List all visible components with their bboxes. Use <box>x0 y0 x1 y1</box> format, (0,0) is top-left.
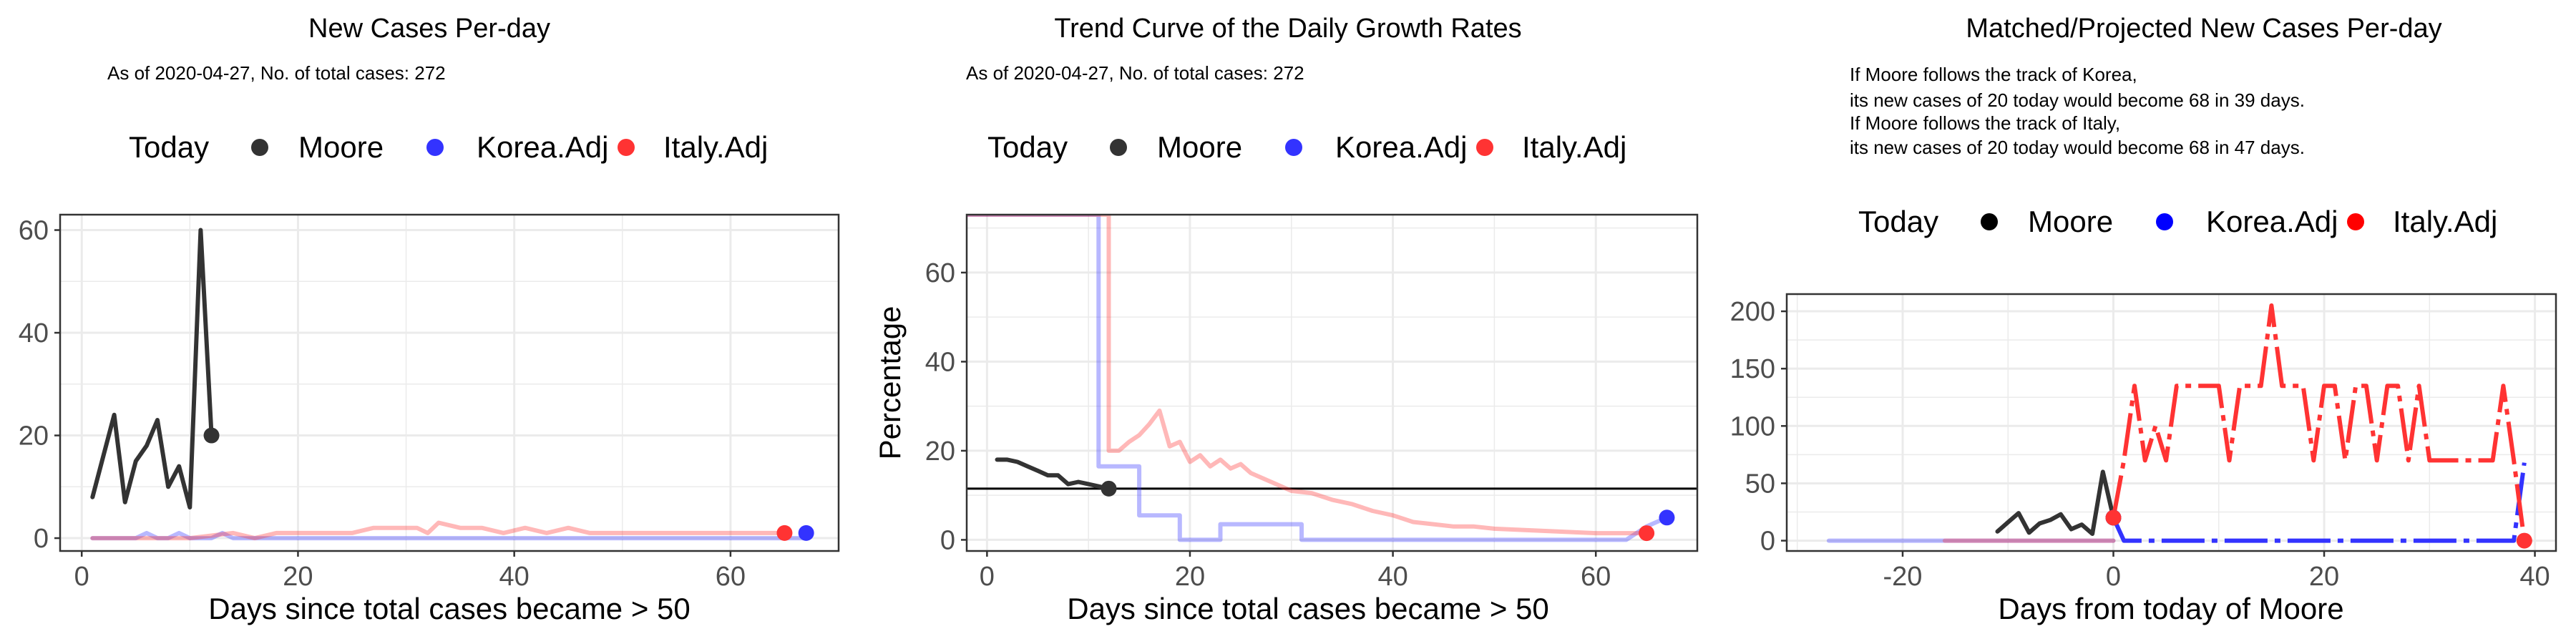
y-tick-label: 20 <box>925 436 955 467</box>
legend-label-moore: Moore <box>298 130 384 164</box>
y-axis-label: Percentage <box>873 306 907 460</box>
y-tick-label: 0 <box>1760 527 1775 557</box>
y-tick-label: 100 <box>1730 411 1775 441</box>
x-tick-label: 0 <box>2106 562 2121 592</box>
plot-background <box>60 215 839 551</box>
x-axis-label: Days since total cases became > 50 <box>208 592 691 625</box>
y-tick-label: 0 <box>34 524 49 554</box>
today-point-korea-adj <box>1659 509 1675 526</box>
chart-panel-growth-rates: Trend Curve of the Daily Growth Rates As… <box>859 0 1717 644</box>
plot-series-layer <box>967 215 1697 542</box>
series-line-italy-adj <box>2111 303 2527 541</box>
x-tick-label: 0 <box>980 562 995 592</box>
plot-area: -20 0 20 40 0 50 100 150 200 <box>1730 293 2557 592</box>
x-axis-label: Days from today of Moore <box>1998 592 2343 625</box>
chart-title: Trend Curve of the Daily Growth Rates <box>1054 14 1521 44</box>
chart-title: New Cases Per-day <box>308 14 550 44</box>
today-point-korea-adj <box>798 525 814 541</box>
plot-series-layer <box>1826 303 2527 543</box>
legend: Today Moore Korea.Adj Italy.Adj <box>987 130 1626 164</box>
series-line-moore <box>1995 469 2116 536</box>
legend-label-moore: Moore <box>1157 130 1242 164</box>
chart-svg-projected: Matched/Projected New Cases Per-day If M… <box>1730 14 2557 625</box>
chart-subtitle: As of 2020-04-27, No. of total cases: 27… <box>107 62 446 84</box>
plot-frame <box>59 213 840 552</box>
legend-marker-italy <box>618 139 635 156</box>
legend-marker-italy <box>1476 139 1493 156</box>
annotation-line: its new cases of 20 today would become 6… <box>1850 89 2305 111</box>
chart-panel-new-cases: New Cases Per-day As of 2020-04-27, No. … <box>0 0 859 644</box>
series-line-moore <box>995 457 1111 491</box>
x-tick-label: 20 <box>283 562 313 592</box>
legend-title: Today <box>129 130 209 164</box>
legend-marker-moore <box>1110 139 1127 156</box>
annotation-line: If Moore follows the track of Italy, <box>1850 112 2120 134</box>
x-tick-label: 60 <box>716 562 746 592</box>
legend: Today Moore Korea.Adj Italy.Adj <box>129 130 768 164</box>
y-tick-label: 0 <box>940 525 955 555</box>
today-point-italy-adj <box>2516 532 2532 549</box>
annotation-line: its new cases of 20 today would become 6… <box>1850 137 2305 158</box>
x-tick-label: 60 <box>1581 562 1611 592</box>
legend-marker-korea <box>426 139 444 156</box>
y-tick-label: 40 <box>19 318 49 348</box>
series-line-italy-adj <box>967 215 1649 536</box>
chart-title: Matched/Projected New Cases Per-day <box>1966 14 2441 44</box>
chart-svg-growth-rates: Trend Curve of the Daily Growth Rates As… <box>873 14 1699 625</box>
legend-label-korea: Korea.Adj <box>1335 130 1467 164</box>
today-point-italy-adj <box>1639 525 1655 542</box>
y-tick-label: 50 <box>1745 469 1775 499</box>
legend-label-italy: Italy.Adj <box>663 130 768 164</box>
today-point-italy-adj <box>2105 509 2122 526</box>
y-tick-label: 20 <box>19 421 49 452</box>
x-tick-label: -20 <box>1883 562 1923 592</box>
chart-subtitle: As of 2020-04-27, No. of total cases: 27… <box>966 62 1304 84</box>
x-tick-label: 20 <box>1175 562 1205 592</box>
series-line-korea-adj <box>2111 462 2527 543</box>
today-point-italy-adj <box>776 525 793 541</box>
legend-marker-korea <box>1285 139 1302 156</box>
x-tick-label: 40 <box>499 562 530 592</box>
legend-marker-korea <box>2156 213 2173 230</box>
y-tick-label: 200 <box>1730 297 1775 327</box>
series-line-korea-adj <box>90 530 809 541</box>
series-line-korea-adj <box>967 215 1669 542</box>
legend-title: Today <box>987 130 1068 164</box>
plot-area: 0 20 40 60 0 20 40 60 <box>925 213 1699 592</box>
annotation-line: If Moore follows the track of Korea, <box>1850 64 2137 85</box>
x-tick-label: 20 <box>2309 562 2339 592</box>
x-tick-label: 40 <box>1377 562 1407 592</box>
series-line-moore <box>90 228 214 509</box>
today-point-moore <box>1101 480 1117 497</box>
legend-marker-moore <box>251 139 268 156</box>
plot-area: 0 20 40 60 0 20 40 60 <box>19 213 840 592</box>
y-tick-label: 40 <box>925 347 955 377</box>
legend-title: Today <box>1858 205 1938 238</box>
legend: Today Moore Korea.Adj Italy.Adj <box>1858 205 2497 238</box>
plot-series-layer <box>90 228 809 541</box>
y-tick-label: 60 <box>19 216 49 246</box>
legend-label-italy: Italy.Adj <box>2393 205 2497 238</box>
legend-label-korea: Korea.Adj <box>477 130 608 164</box>
plot-frame <box>1785 293 2557 552</box>
chart-panel-projected: Matched/Projected New Cases Per-day If M… <box>1717 0 2576 644</box>
legend-marker-moore <box>1981 213 1998 230</box>
y-tick-label: 60 <box>925 258 955 288</box>
today-point-moore <box>203 427 220 444</box>
x-tick-label: 0 <box>74 562 89 592</box>
legend-label-italy: Italy.Adj <box>1522 130 1626 164</box>
x-axis-label: Days since total cases became > 50 <box>1067 592 1549 625</box>
legend-label-moore: Moore <box>2028 205 2113 238</box>
series-line-italy-adj <box>90 520 787 541</box>
legend-marker-italy <box>2347 213 2364 230</box>
plot-frame <box>965 213 1699 552</box>
legend-label-korea: Korea.Adj <box>2206 205 2338 238</box>
annotations: If Moore follows the track of Korea, its… <box>1850 64 2305 158</box>
x-tick-label: 40 <box>2519 562 2550 592</box>
chart-svg-new-cases: New Cases Per-day As of 2020-04-27, No. … <box>19 14 840 625</box>
y-tick-label: 150 <box>1730 354 1775 384</box>
